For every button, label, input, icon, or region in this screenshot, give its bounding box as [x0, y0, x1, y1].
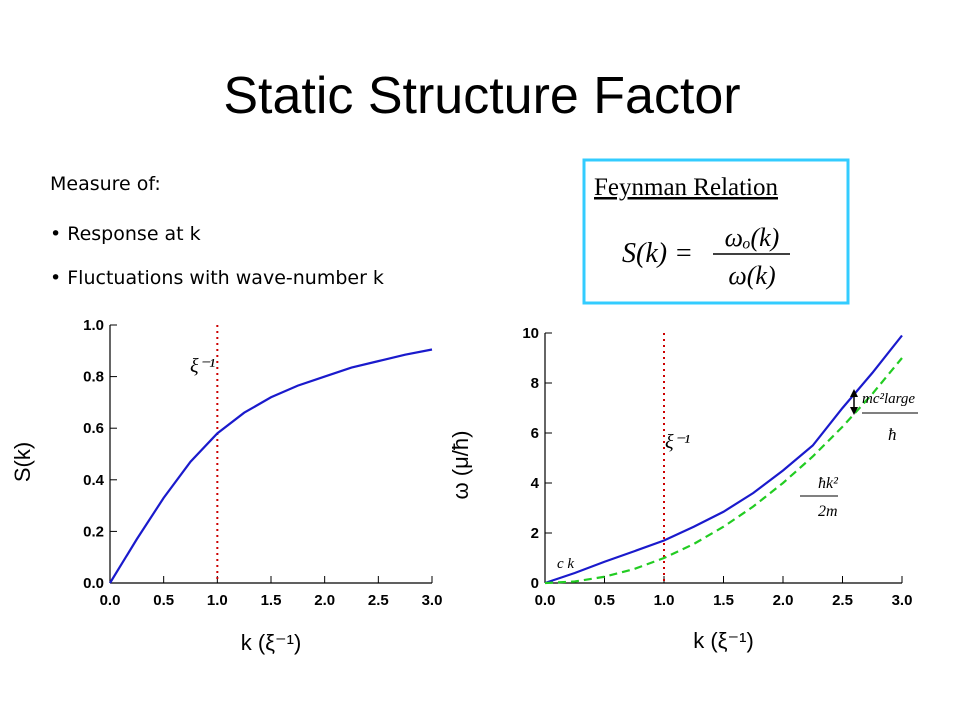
y-tick-label: 0.2 — [83, 523, 104, 540]
x-tick-label: 0.0 — [100, 592, 121, 609]
annotation: ξ⁻¹ — [665, 431, 690, 453]
y-tick-label: 6 — [531, 425, 539, 442]
x-tick-label: 0.5 — [153, 592, 174, 609]
x-tick-label: 1.5 — [261, 592, 282, 609]
equation-lhs: S(k) = — [622, 238, 693, 269]
intro: Measure of: — [50, 173, 161, 195]
equation-numerator: ωₒ(k) — [725, 223, 780, 252]
y-tick-label: 0.4 — [83, 472, 105, 489]
bullet: • Response at k — [50, 223, 201, 245]
y-tick-label: 0.6 — [83, 420, 104, 437]
y-tick-label: 0.0 — [83, 575, 104, 592]
x-tick-label: 3.0 — [422, 592, 443, 609]
x-tick-label: 0.5 — [594, 592, 615, 609]
y-tick-label: 1.0 — [83, 317, 104, 334]
y-tick-label: 0 — [531, 575, 539, 592]
x-tick-label: 3.0 — [892, 592, 913, 609]
slide-title: Static Structure Factor — [223, 67, 740, 125]
x-tick-label: 0.0 — [535, 592, 556, 609]
y-tick-label: 0.8 — [83, 369, 104, 386]
y-tick-label: 4 — [531, 475, 540, 492]
x-axis-label: k (ξ⁻¹) — [241, 630, 302, 655]
x-tick-label: 1.5 — [713, 592, 734, 609]
x-axis-label: k (ξ⁻¹) — [693, 628, 754, 653]
annotation: c k — [557, 556, 574, 572]
annotation: mc²large — [862, 391, 915, 407]
feynman-heading: Feynman Relation — [594, 174, 778, 201]
y-tick-label: 8 — [531, 375, 539, 392]
bullet: • Fluctuations with wave-number k — [50, 267, 384, 289]
arrow-head — [850, 389, 858, 415]
y-axis-label: S(k) — [10, 442, 35, 482]
annotation: ħk² — [818, 475, 839, 492]
annotation: 2m — [818, 503, 838, 520]
annotation: ξ⁻¹ — [190, 355, 215, 377]
x-tick-label: 2.5 — [368, 592, 389, 609]
x-tick-label: 1.0 — [654, 592, 675, 609]
data-line — [544, 357, 903, 585]
x-tick-label: 2.0 — [314, 592, 335, 609]
x-tick-label: 2.0 — [773, 592, 794, 609]
bullet-text: Fluctuations with wave-number k — [67, 267, 384, 289]
data-line — [109, 348, 433, 584]
y-tick-label: 10 — [522, 325, 539, 342]
data-line — [544, 334, 903, 585]
x-tick-label: 1.0 — [207, 592, 228, 609]
equation-denominator: ω(k) — [728, 261, 775, 290]
y-tick-label: 2 — [531, 525, 539, 542]
feynman-box — [582, 158, 850, 305]
x-tick-label: 2.5 — [832, 592, 853, 609]
bullet-text: Response at k — [67, 223, 200, 245]
annotation: ħ — [888, 425, 897, 444]
y-axis-label: ω (μ/ħ) — [448, 431, 473, 500]
